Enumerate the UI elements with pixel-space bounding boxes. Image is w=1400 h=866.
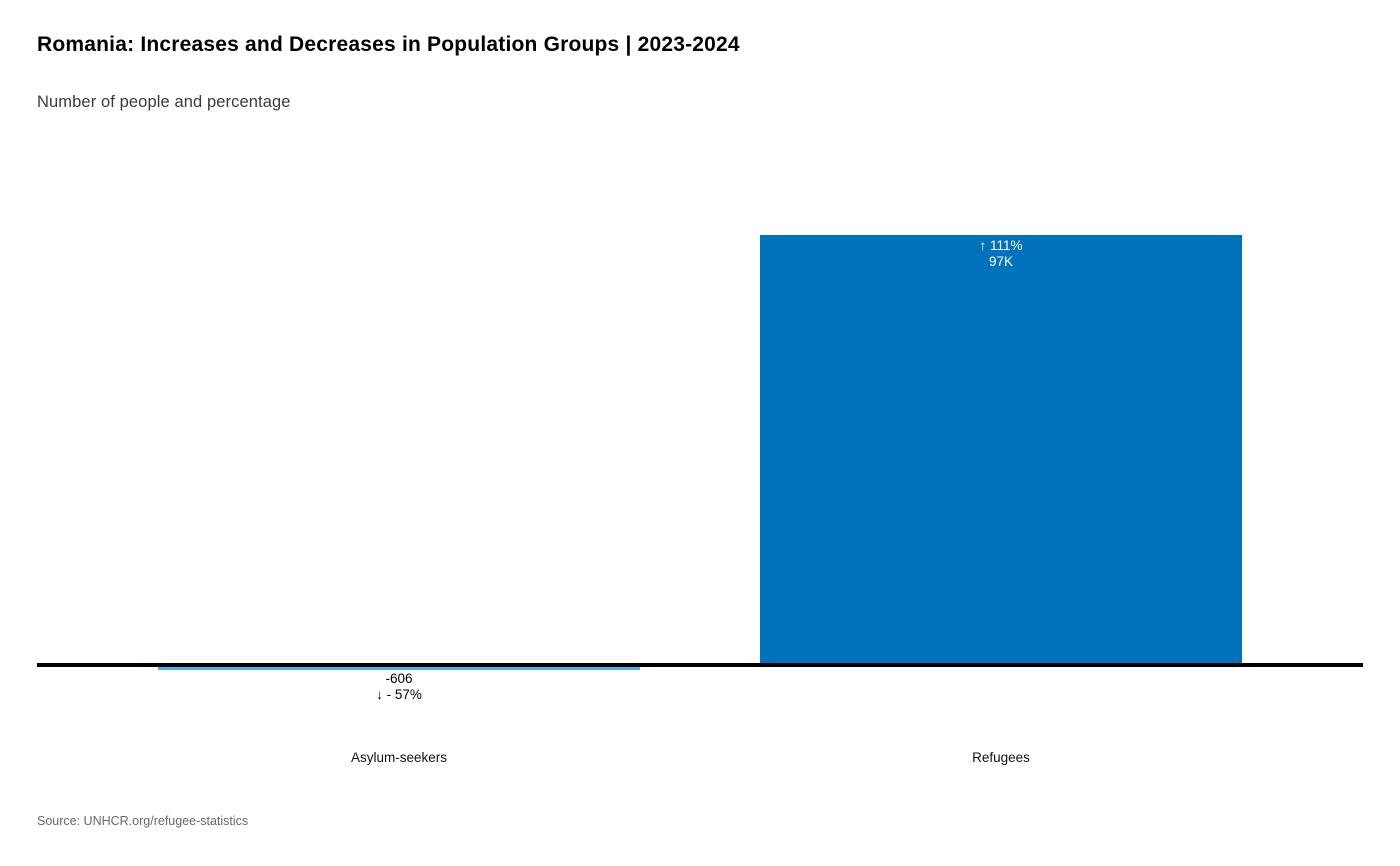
bar-refugees-value-label: 97K bbox=[988, 254, 1014, 269]
bar-asylum-labels: -606 ↓ - 57% bbox=[158, 671, 640, 703]
category-label-asylum-seekers: Asylum-seekers bbox=[350, 750, 448, 765]
bar-refugees: ↑ 111% 97K bbox=[760, 235, 1242, 666]
bar-refugees-pct-label: ↑ 111% bbox=[979, 238, 1023, 253]
bar-asylum-pct-label: ↓ - 57% bbox=[376, 687, 422, 702]
chart-title: Romania: Increases and Decreases in Popu… bbox=[37, 33, 740, 56]
chart-subtitle: Number of people and percentage bbox=[37, 93, 291, 111]
bar-asylum-seekers bbox=[158, 667, 640, 670]
bar-asylum-value-label: -606 bbox=[385, 671, 413, 686]
bar-refugees-labels: ↑ 111% 97K bbox=[760, 238, 1242, 270]
zero-axis-line bbox=[37, 663, 1363, 667]
source-note: Source: UNHCR.org/refugee-statistics bbox=[37, 814, 249, 828]
category-label-refugees: Refugees bbox=[972, 750, 1030, 765]
